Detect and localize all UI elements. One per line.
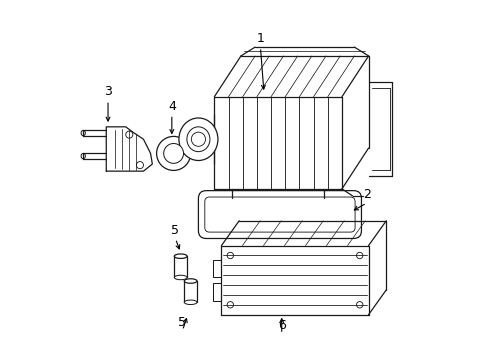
Text: 4: 4 xyxy=(167,100,175,113)
Bar xyxy=(212,283,221,301)
Ellipse shape xyxy=(186,127,209,152)
Ellipse shape xyxy=(174,254,187,258)
Text: 5: 5 xyxy=(171,224,179,237)
Text: 2: 2 xyxy=(362,188,370,201)
Circle shape xyxy=(191,132,205,146)
Circle shape xyxy=(156,136,190,170)
Ellipse shape xyxy=(179,118,218,161)
Text: 3: 3 xyxy=(104,85,112,99)
Text: 6: 6 xyxy=(277,319,285,332)
Text: 1: 1 xyxy=(256,32,264,45)
Circle shape xyxy=(163,144,183,163)
Ellipse shape xyxy=(184,300,197,305)
Ellipse shape xyxy=(184,279,197,283)
Bar xyxy=(212,260,221,277)
Ellipse shape xyxy=(81,153,85,159)
Text: 5: 5 xyxy=(178,316,186,329)
Ellipse shape xyxy=(81,130,85,136)
FancyBboxPatch shape xyxy=(198,191,361,238)
Ellipse shape xyxy=(174,275,187,280)
